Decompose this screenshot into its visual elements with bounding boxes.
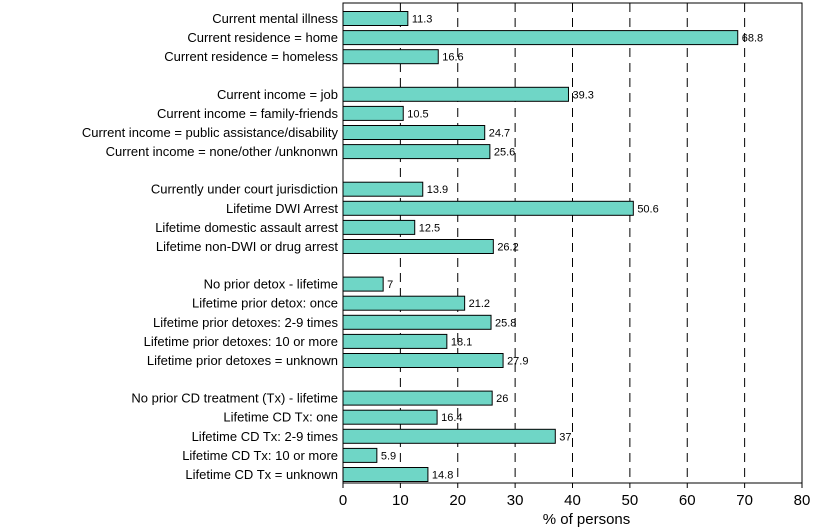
bar-10 bbox=[342, 239, 494, 254]
category-label-7: Currently under court jurisdiction bbox=[151, 182, 338, 197]
category-label-6: Current income = none/other /unknonwn bbox=[106, 144, 338, 159]
value-label-0: 11.3 bbox=[412, 14, 433, 26]
value-label-14: 18.1 bbox=[451, 336, 472, 348]
value-label-13: 25.8 bbox=[495, 317, 516, 329]
bar-13 bbox=[342, 314, 492, 330]
bar-3 bbox=[342, 86, 569, 102]
x-tick-label-50: 50 bbox=[622, 492, 639, 509]
bar-14 bbox=[342, 333, 448, 349]
value-label-4: 10.5 bbox=[407, 108, 428, 120]
value-label-6: 25.6 bbox=[494, 147, 515, 159]
bar-9 bbox=[342, 219, 416, 235]
category-label-8: Lifetime DWI Arrest bbox=[226, 201, 338, 216]
category-label-16: No prior CD treatment (Tx) - lifetime bbox=[131, 391, 338, 406]
value-labels: 11.3 68.8 16.6 39.3 10.5 24.7 25.6 13.9 50.6 12.5… bbox=[381, 14, 763, 482]
x-tick-label-70: 70 bbox=[736, 492, 753, 509]
value-label-20: 14.8 bbox=[432, 470, 453, 482]
category-label-11: No prior detox - lifetime bbox=[204, 277, 338, 292]
category-label-3: Current income = job bbox=[217, 87, 338, 102]
value-label-2: 16.6 bbox=[442, 52, 463, 64]
bar-2 bbox=[342, 49, 439, 65]
category-label-10: Lifetime non-DWI or drug arrest bbox=[156, 239, 338, 254]
category-label-20: Lifetime CD Tx = unknown bbox=[185, 467, 338, 482]
bar-1 bbox=[342, 30, 739, 46]
bar-18 bbox=[342, 428, 556, 444]
value-label-7: 13.9 bbox=[427, 184, 448, 196]
category-label-19: Lifetime CD Tx: 10 or more bbox=[182, 448, 338, 463]
bar-16 bbox=[342, 390, 493, 406]
bar-11 bbox=[342, 276, 384, 292]
category-label-12: Lifetime prior detox: once bbox=[192, 296, 338, 311]
category-label-13: Lifetime prior detoxes: 2-9 times bbox=[153, 315, 338, 330]
x-axis-ticks: 0 10 20 30 40 50 60 70 80 bbox=[339, 483, 811, 509]
x-tick-label-60: 60 bbox=[679, 492, 696, 509]
value-label-12: 21.2 bbox=[469, 298, 490, 310]
bar-12 bbox=[342, 295, 466, 311]
x-axis-title: % of persons bbox=[543, 511, 631, 528]
bar-6 bbox=[342, 144, 491, 160]
value-label-16: 26 bbox=[496, 393, 508, 405]
bar-0 bbox=[342, 11, 409, 26]
bars bbox=[342, 11, 739, 482]
bar-19 bbox=[342, 447, 378, 463]
value-label-15: 27.9 bbox=[507, 356, 528, 368]
value-label-10: 26.2 bbox=[497, 242, 518, 254]
bar-15 bbox=[342, 353, 504, 368]
bar-8 bbox=[342, 200, 634, 216]
value-label-17: 16.4 bbox=[441, 412, 462, 424]
bar-17 bbox=[342, 409, 438, 425]
category-label-17: Lifetime CD Tx: one bbox=[223, 410, 338, 425]
value-label-19: 5.9 bbox=[381, 450, 396, 462]
bar-7 bbox=[342, 181, 424, 197]
value-label-18: 37 bbox=[559, 431, 571, 443]
category-label-18: Lifetime CD Tx: 2-9 times bbox=[192, 429, 339, 444]
x-tick-label-80: 80 bbox=[794, 492, 811, 509]
category-label-15: Lifetime prior detoxes = unknown bbox=[147, 353, 338, 368]
x-tick-label-0: 0 bbox=[339, 492, 347, 509]
x-tick-label-40: 40 bbox=[564, 492, 581, 509]
bar-20 bbox=[342, 467, 429, 482]
value-label-3: 39.3 bbox=[572, 89, 593, 101]
value-label-1: 68.8 bbox=[742, 33, 763, 45]
value-label-5: 24.7 bbox=[489, 128, 510, 140]
category-label-1: Current residence = home bbox=[187, 30, 338, 45]
x-tick-label-10: 10 bbox=[392, 492, 409, 509]
bar-5 bbox=[342, 125, 486, 140]
category-labels: Current mental illness Current residence … bbox=[82, 11, 339, 482]
category-label-0: Current mental illness bbox=[212, 11, 338, 26]
category-label-2: Current residence = homeless bbox=[164, 49, 338, 64]
value-label-9: 12.5 bbox=[419, 222, 440, 234]
category-label-14: Lifetime prior detoxes: 10 or more bbox=[144, 334, 338, 349]
category-label-9: Lifetime domestic assault arrest bbox=[155, 220, 338, 235]
x-tick-label-30: 30 bbox=[507, 492, 524, 509]
value-label-11: 7 bbox=[387, 279, 393, 291]
value-label-8: 50.6 bbox=[637, 203, 658, 215]
category-label-4: Current income = family-friends bbox=[157, 106, 338, 121]
x-tick-label-20: 20 bbox=[449, 492, 466, 509]
bar-4 bbox=[342, 105, 404, 121]
category-label-5: Current income = public assistance/disab… bbox=[82, 125, 339, 140]
